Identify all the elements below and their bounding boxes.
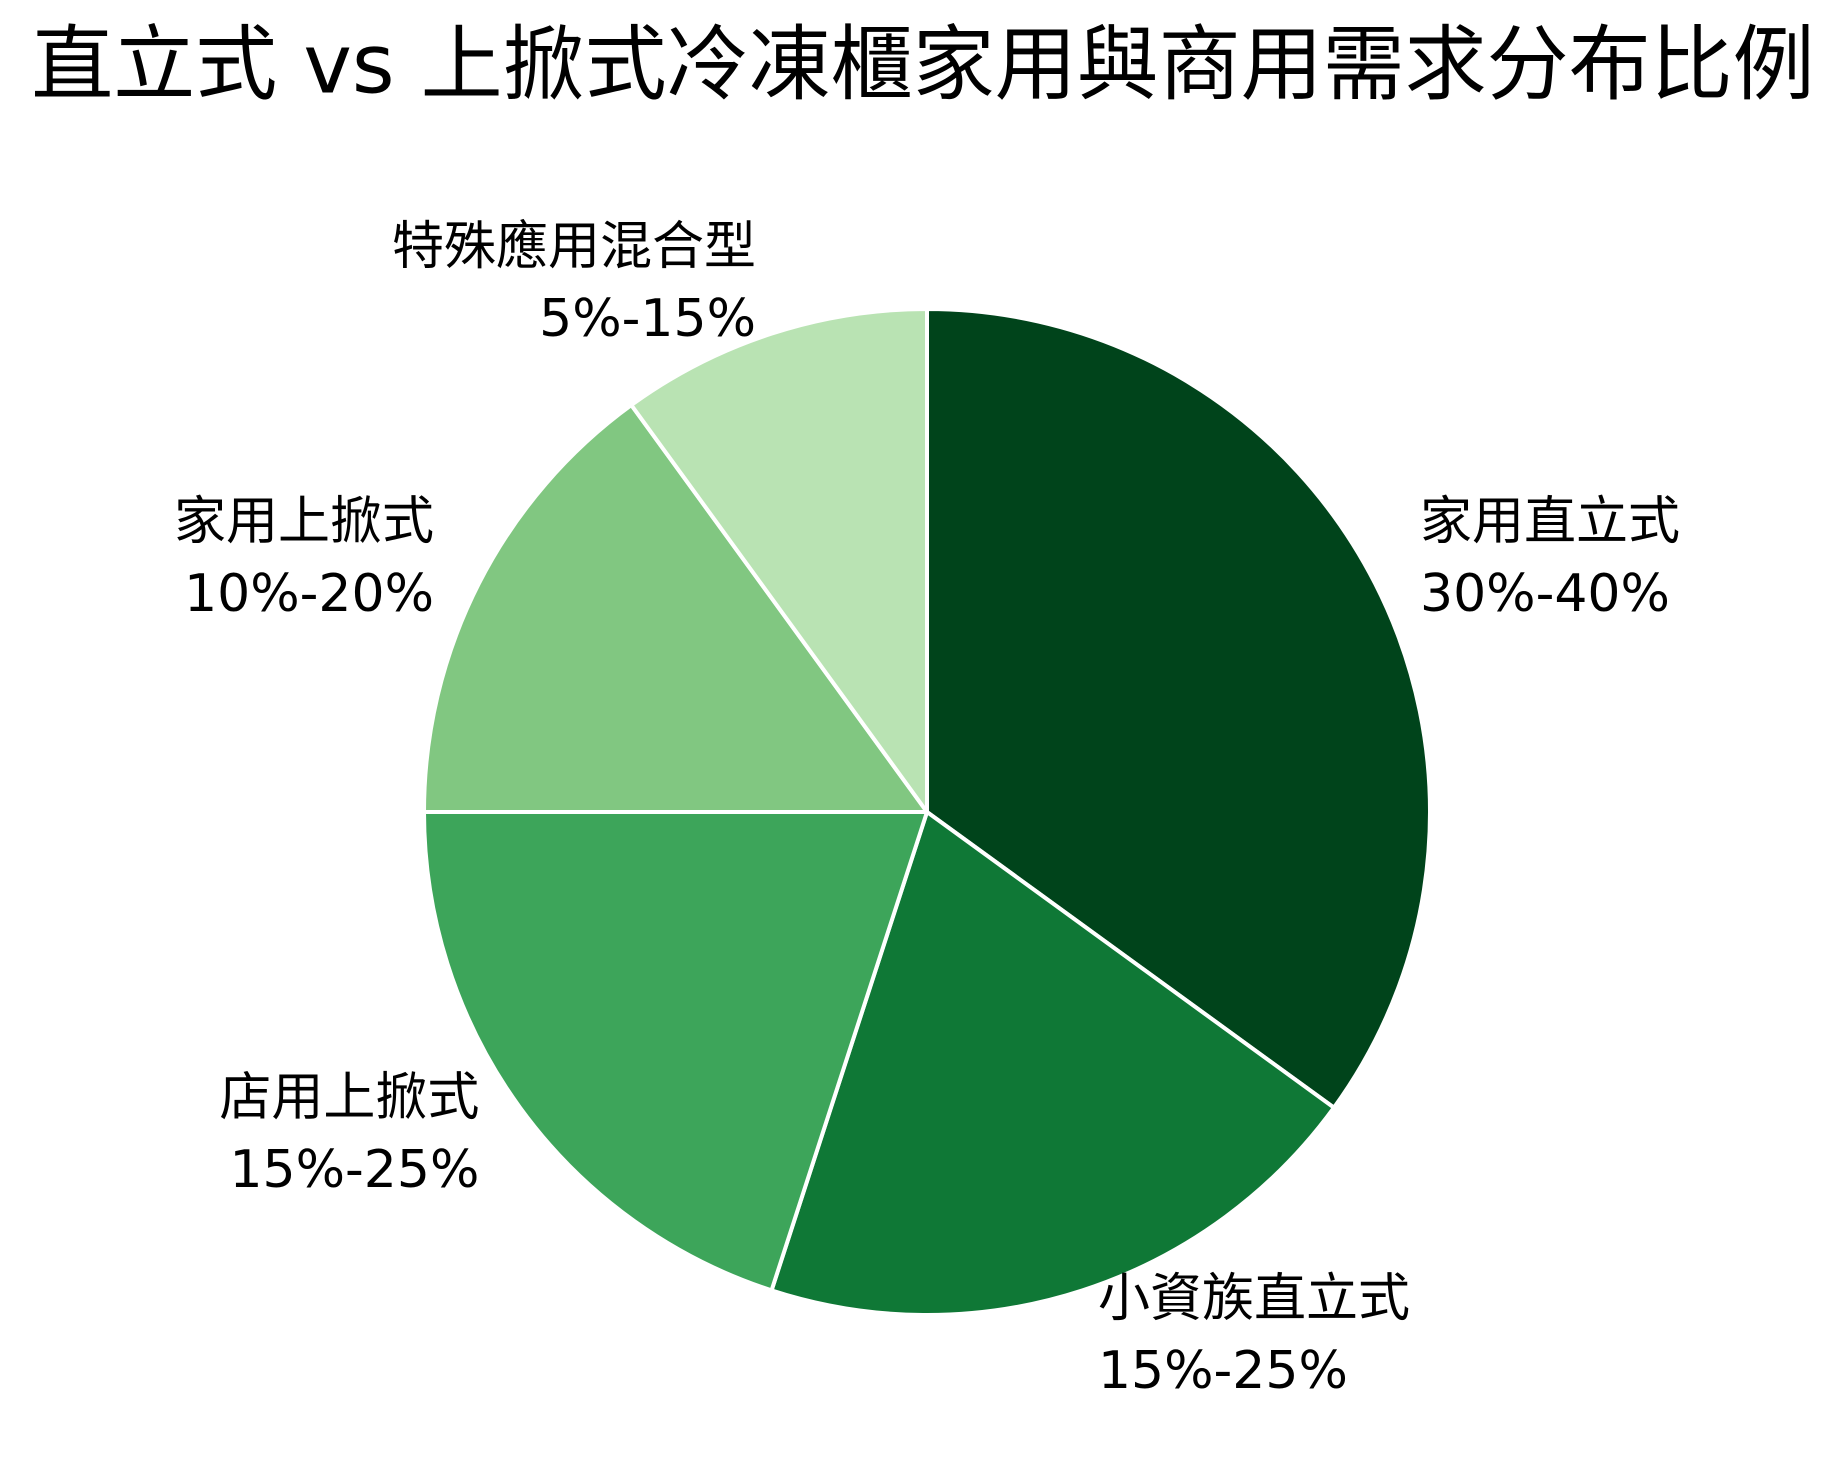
slice-label: 小資族直立式 (1098, 1269, 1410, 1329)
pie-slice (422, 403, 929, 814)
slice-label: 家用上掀式 (174, 492, 434, 552)
chart-title: 直立式 vs 上掀式冷凍櫃家用與商用需求分布比例 (31, 17, 1814, 112)
pie-slice (422, 810, 929, 1293)
pie-slice (629, 307, 929, 814)
slice-value-label: 10%-20% (184, 564, 434, 624)
slice-value-label: 30%-40% (1420, 564, 1670, 624)
slice-value-label: 5%-15% (539, 289, 756, 349)
pie-slice (769, 810, 1336, 1317)
slice-label: 特殊應用混合型 (392, 217, 756, 277)
slice-value-label: 15%-25% (1098, 1341, 1348, 1401)
slice-value-label: 15%-25% (229, 1140, 479, 1200)
slice-label: 家用直立式 (1420, 492, 1680, 552)
slice-label: 店用上掀式 (219, 1068, 479, 1128)
pie-slice (925, 307, 1433, 1110)
